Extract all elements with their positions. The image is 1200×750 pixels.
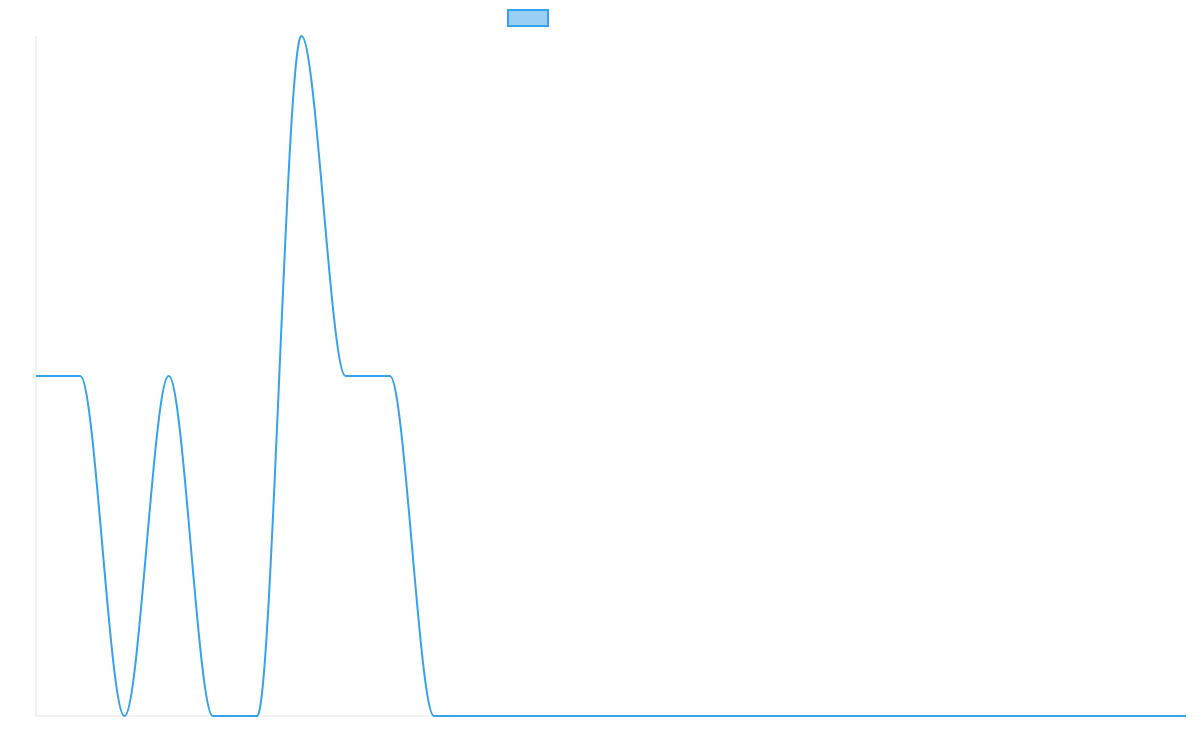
series-line <box>36 35 1186 717</box>
axes <box>35 36 1186 717</box>
legend[interactable] <box>507 9 549 27</box>
series-layer <box>36 35 1186 717</box>
legend-swatch[interactable] <box>507 9 549 27</box>
